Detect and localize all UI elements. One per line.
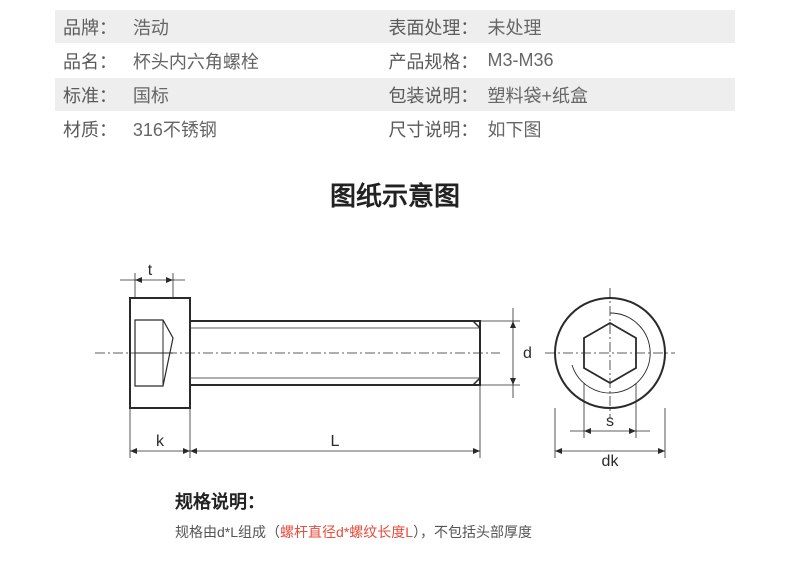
spec-label: 尺寸说明： (380, 112, 487, 145)
spec-value: M3-M36 (487, 44, 735, 77)
spec-label: 产品规格： (380, 44, 487, 77)
spec-value: 杯头内六角螺栓 (133, 44, 381, 77)
spec-label: 品名： (55, 44, 133, 77)
spec-row: 品名： 杯头内六角螺栓 产品规格： M3-M36 (55, 44, 735, 78)
spec-value: 如下图 (487, 112, 735, 145)
spec-label: 材质： (55, 112, 133, 145)
spec-row: 标准： 国标 包装说明： 塑料袋+纸盒 (55, 78, 735, 112)
spec-label: 包装说明： (380, 78, 487, 111)
dim-L: L (331, 433, 340, 450)
dim-dk: dk (602, 453, 620, 470)
diagram-area: t k L d s (55, 248, 735, 478)
spec-label: 标准： (55, 78, 133, 111)
spec-value: 国标 (133, 78, 381, 111)
spec-note-prefix: 规格由d*L组成（ (175, 524, 280, 540)
spec-value: 塑料袋+纸盒 (487, 78, 735, 111)
spec-note: 规格说明： 规格由d*L组成（螺杆直径d*螺纹长度L），不包括头部厚度 (115, 488, 675, 542)
spec-value: 未处理 (487, 10, 735, 43)
dim-k: k (156, 433, 165, 450)
spec-note-title: 规格说明： (175, 488, 675, 514)
spec-value: 浩动 (133, 10, 381, 43)
spec-row: 材质： 316不锈钢 尺寸说明： 如下图 (55, 112, 735, 146)
section-title: 图纸示意图 (10, 176, 780, 213)
spec-row: 品牌： 浩动 表面处理： 未处理 (55, 10, 735, 44)
bolt-diagram: t k L d s (55, 248, 735, 478)
dim-d: d (523, 345, 532, 362)
dim-t: t (148, 262, 153, 279)
spec-label: 表面处理： (380, 10, 487, 43)
spec-table: 品牌： 浩动 表面处理： 未处理 品名： 杯头内六角螺栓 产品规格： M3-M3… (55, 10, 735, 146)
spec-note-highlight: 螺杆直径d*螺纹长度L (280, 524, 413, 540)
spec-note-suffix: ），不包括头部厚度 (413, 524, 532, 540)
spec-label: 品牌： (55, 10, 133, 43)
spec-note-text: 规格由d*L组成（螺杆直径d*螺纹长度L），不包括头部厚度 (175, 522, 675, 542)
spec-value: 316不锈钢 (133, 112, 381, 145)
dim-s: s (606, 413, 614, 430)
